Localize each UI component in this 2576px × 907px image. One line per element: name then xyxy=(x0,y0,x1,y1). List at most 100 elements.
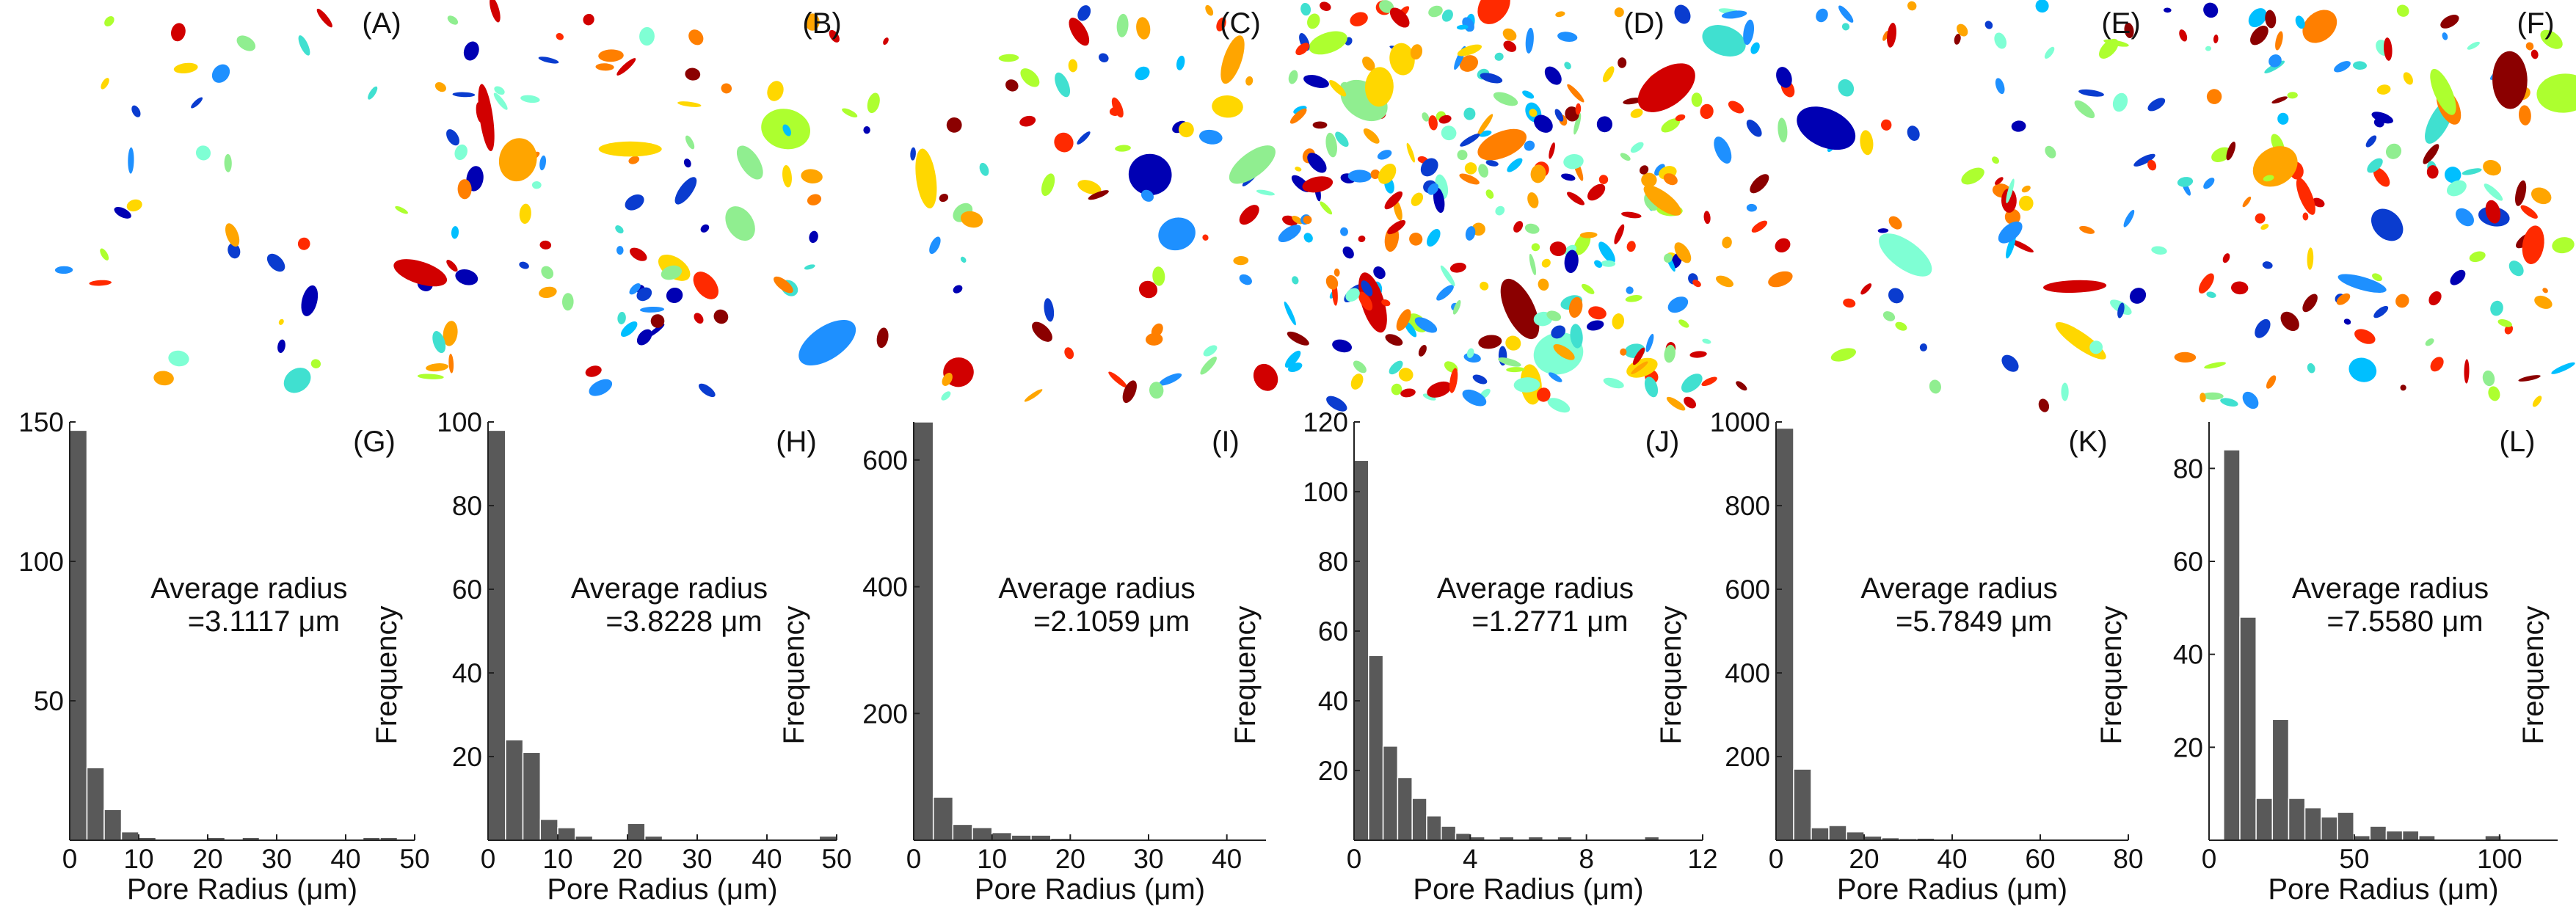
pore-blob xyxy=(595,63,614,71)
pore-blob xyxy=(1554,109,1564,122)
pore-blob xyxy=(2483,159,2502,176)
pore-blob xyxy=(1141,189,1154,202)
pore-blob xyxy=(1674,242,1692,263)
pore-blob xyxy=(1544,66,1562,85)
pore-blob xyxy=(1340,227,1348,236)
pore-blob xyxy=(1568,296,1583,318)
pore-blob xyxy=(2534,295,2553,309)
panel-label-e: (E) xyxy=(2101,7,2140,40)
pore-blob xyxy=(2522,225,2544,264)
pore-blob xyxy=(1041,173,1055,197)
pore-blob xyxy=(1307,13,1320,29)
pore-blob xyxy=(636,287,652,302)
average-radius-title: Average radius xyxy=(998,572,1195,605)
pore-blob xyxy=(1524,223,1540,234)
y-axis-label: Frequency xyxy=(1229,606,1262,745)
pore-blob xyxy=(1373,266,1386,280)
y-tick-label: 20 xyxy=(452,742,482,772)
pore-blob xyxy=(694,313,704,324)
pore-blob xyxy=(2099,38,2119,59)
pore-blob xyxy=(2532,396,2542,407)
pore-blob xyxy=(2226,142,2236,161)
pore-blob xyxy=(2222,253,2230,263)
pore-blob xyxy=(736,145,763,180)
pore-blob xyxy=(998,54,1019,62)
pore-blob xyxy=(1404,321,1417,338)
pore-blob xyxy=(2044,46,2055,59)
y-tick-label: 20 xyxy=(2173,732,2203,762)
pore-blob xyxy=(1362,57,1375,71)
average-radius-title: Average radius xyxy=(571,572,768,605)
pore-blob xyxy=(1567,84,1584,103)
panel-label-a: (A) xyxy=(362,7,401,40)
pore-blob xyxy=(2337,274,2387,293)
pore-blob xyxy=(2530,49,2539,59)
pore-blob xyxy=(2262,261,2273,269)
pore-blob xyxy=(2177,177,2194,187)
pore-image-e: (E) xyxy=(1702,0,2155,412)
pore-blob xyxy=(1603,377,1624,389)
pore-blob xyxy=(1391,383,1402,396)
pore-blob xyxy=(126,199,142,212)
pore-blob xyxy=(725,206,755,241)
pore-blob xyxy=(1303,215,1312,225)
pore-blob xyxy=(2482,370,2495,387)
pore-blob xyxy=(2203,2,2219,18)
pore-blob xyxy=(1882,311,1896,321)
x-axis-label: Pore Radius (μm) xyxy=(2268,873,2498,906)
pore-blob xyxy=(1200,356,1217,375)
pore-blob xyxy=(960,211,983,228)
pore-blob xyxy=(617,312,626,324)
y-tick-label: 60 xyxy=(452,575,482,605)
pore-blob xyxy=(1358,236,1366,242)
panel-label-c: (C) xyxy=(1220,7,1261,40)
histogram-bar xyxy=(1775,427,1794,841)
pore-blob xyxy=(1663,173,1678,186)
pore-blob xyxy=(2497,319,2512,327)
pore-blob xyxy=(1146,332,1163,346)
pore-blob xyxy=(1278,225,1301,243)
pore-blob xyxy=(1198,129,1223,145)
y-tick-label: 80 xyxy=(452,491,482,521)
x-tick-label: 0 xyxy=(481,844,496,874)
histogram-bar xyxy=(2337,812,2354,841)
pore-blob xyxy=(946,117,962,133)
pore-blob xyxy=(2250,25,2268,45)
pore-blob xyxy=(54,266,73,274)
pore-blob xyxy=(2079,225,2095,234)
pore-blob xyxy=(1485,189,1494,199)
pore-blob xyxy=(2055,322,2106,360)
pore-blob xyxy=(2540,29,2563,49)
x-tick-label: 0 xyxy=(62,844,78,874)
pore-blob xyxy=(842,108,858,118)
histogram-bar xyxy=(1426,815,1442,841)
histogram-bar xyxy=(1397,776,1413,841)
pore-blob xyxy=(283,368,311,393)
y-axis-label: Frequency xyxy=(1655,606,1687,745)
histogram-bar xyxy=(627,823,646,841)
pore-blob xyxy=(2334,61,2351,73)
pore-blob xyxy=(1994,177,2004,185)
pore-blob xyxy=(1643,185,1681,216)
pore-blob xyxy=(1505,335,1521,351)
pore-blob xyxy=(942,373,953,386)
pore-blob xyxy=(1640,165,1649,175)
x-tick-label: 40 xyxy=(1937,844,1967,874)
pore-blob xyxy=(2295,15,2305,29)
pore-blob xyxy=(1641,172,1657,188)
average-radius-title: Average radius xyxy=(1860,572,2057,605)
histogram-l: 0 50 100 20 40 60 80 Pore Radius (μm) Frequency (… xyxy=(2173,422,2558,906)
pore-blob xyxy=(539,286,557,299)
pore-blob xyxy=(1587,320,1604,331)
pore-blob xyxy=(2112,92,2128,112)
pore-blob xyxy=(1485,160,1499,167)
pore-blob xyxy=(1612,313,1625,329)
histogram-j: 0 4 8 12 20 40 60 80 100 120 Pore Radius (μm) Frequ… xyxy=(1303,407,1717,906)
pore-blob xyxy=(1370,170,1380,179)
pore-blob xyxy=(2373,167,2390,187)
pore-blob xyxy=(2353,61,2367,70)
pore-blob xyxy=(1674,4,1691,24)
pore-blob xyxy=(1746,203,1757,212)
pore-blob xyxy=(131,105,141,117)
